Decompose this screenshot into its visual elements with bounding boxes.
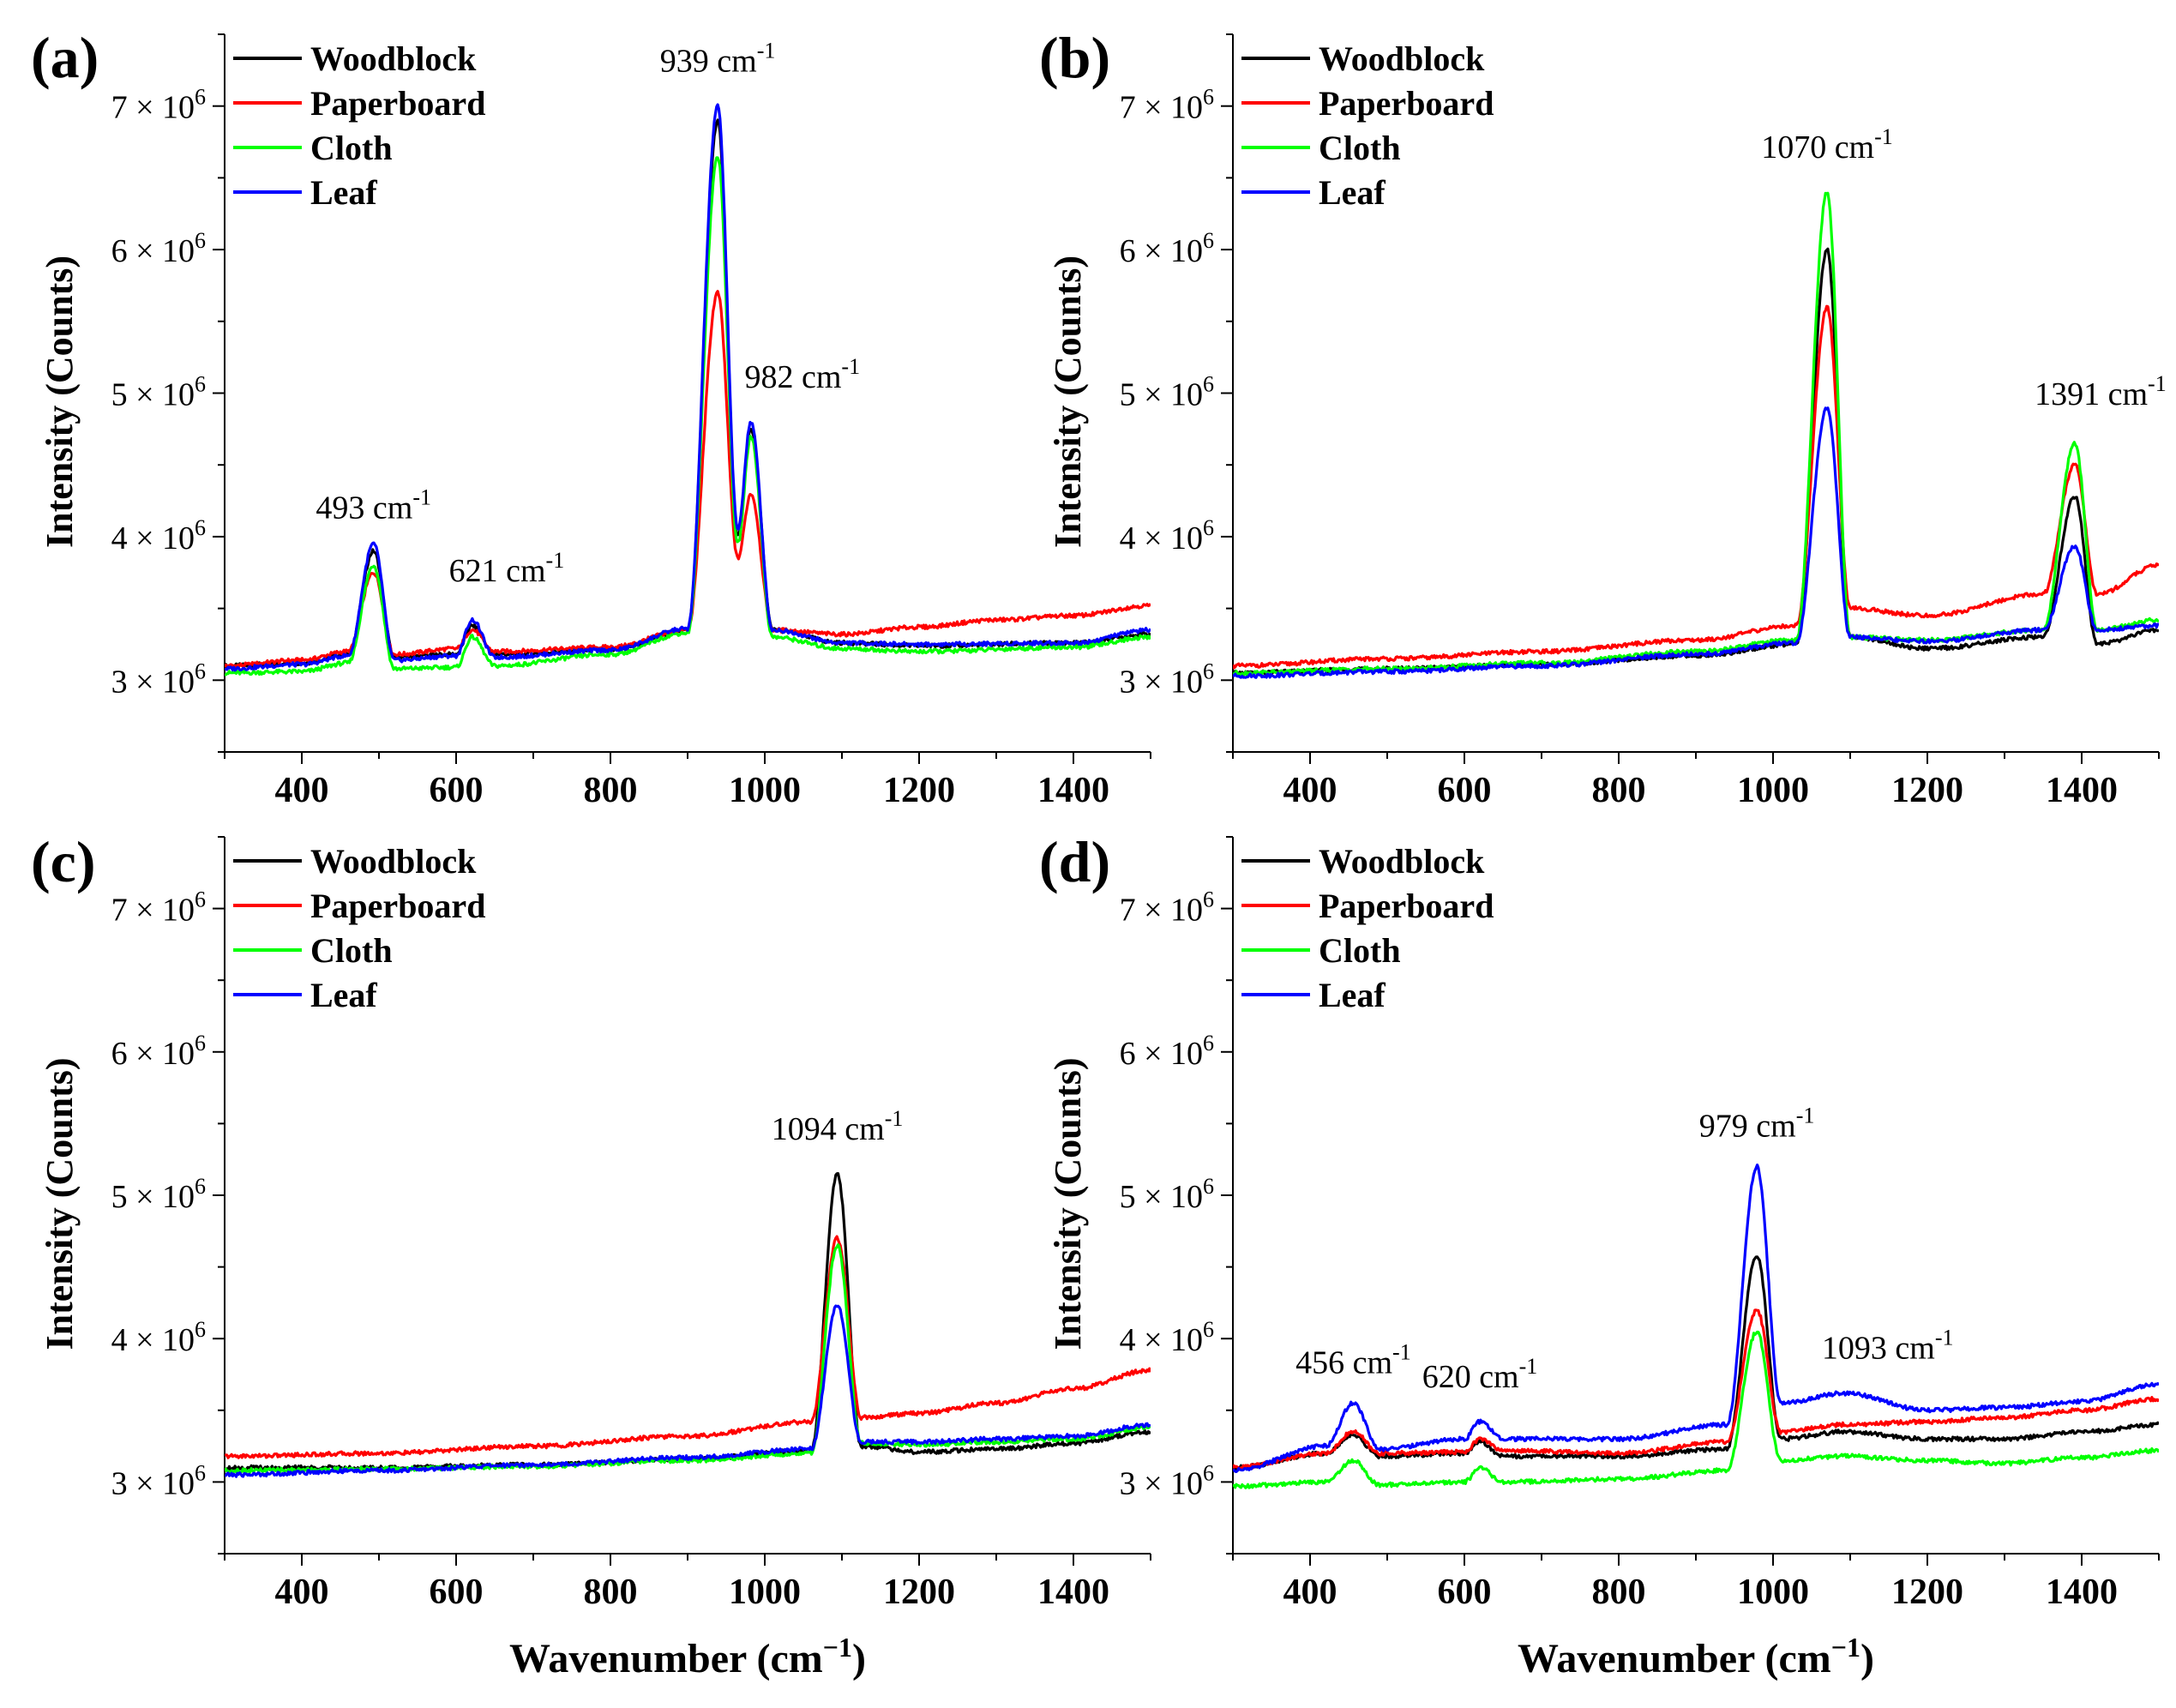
series-line-paperboard — [1233, 1308, 2159, 1471]
y-tick-label: 4 × 106 — [111, 1317, 206, 1358]
y-tick-label: 6 × 106 — [111, 228, 206, 269]
x-tick-label: 1400 — [2046, 1573, 2118, 1612]
x-tick-label: 800 — [1592, 1573, 1646, 1612]
y-tick-label: 6 × 106 — [1120, 228, 1214, 269]
y-tick-label: 7 × 106 — [1120, 85, 1214, 126]
peak-annotation: 493 cm-1 — [316, 484, 431, 526]
peak-annotation: 621 cm-1 — [449, 548, 565, 589]
y-tick-label: 3 × 106 — [1120, 659, 1214, 700]
legend-label-cloth: Cloth — [310, 931, 393, 970]
series-line-paperboard — [225, 290, 1151, 669]
peak-annotation: 456 cm-1 — [1295, 1339, 1411, 1380]
y-tick-label: 7 × 106 — [111, 887, 206, 929]
x-tick-label: 1000 — [729, 1573, 801, 1612]
series-line-leaf — [225, 1304, 1151, 1478]
legend-label-paperboard: Paperboard — [1319, 84, 1494, 123]
panel-label: (b) — [1039, 25, 1110, 90]
series-line-leaf — [225, 103, 1151, 672]
legend-label-cloth: Cloth — [310, 129, 393, 167]
x-tick-label: 1400 — [1037, 771, 1109, 810]
series-line-paperboard — [1233, 304, 2159, 670]
x-tick-label: 1200 — [1891, 771, 1963, 810]
series-line-woodblock — [1233, 247, 2159, 677]
peak-annotation: 982 cm-1 — [744, 354, 860, 395]
x-tick-label: 600 — [430, 1573, 484, 1612]
y-tick-label: 3 × 106 — [1120, 1460, 1214, 1501]
y-tick-label: 3 × 106 — [111, 659, 206, 700]
y-tick-label: 3 × 106 — [111, 1460, 206, 1501]
x-tick-label: 400 — [275, 1573, 329, 1612]
x-tick-label: 400 — [275, 771, 329, 810]
x-tick-label: 800 — [584, 1573, 638, 1612]
series-line-cloth — [225, 156, 1151, 677]
x-tick-label: 1400 — [1037, 1573, 1109, 1612]
y-tick-label: 6 × 106 — [111, 1031, 206, 1072]
x-axis-label: Wavenumber (cm−1) — [1518, 1632, 1874, 1681]
legend-label-paperboard: Paperboard — [1319, 887, 1494, 925]
y-axis-label: Intensity (Counts) — [1047, 1057, 1089, 1350]
y-tick-label: 5 × 106 — [111, 1174, 206, 1215]
panel-d: 400 600 800 1000 1200 1400 3 × 106 4 × 106 5 × 1… — [1039, 829, 2160, 1681]
panel-a: 400 600 800 1000 1200 1400 3 × 106 4 × 106 5 × 1… — [31, 25, 1151, 810]
peak-annotation: 1070 cm-1 — [1761, 124, 1893, 165]
peak-annotation: 979 cm-1 — [1699, 1104, 1815, 1145]
panel-b: 400 600 800 1000 1200 1400 3 × 106 4 × 106 5 × 1… — [1039, 25, 2167, 810]
series-line-woodblock — [225, 1172, 1151, 1471]
x-tick-label: 400 — [1283, 1573, 1337, 1612]
legend-label-cloth: Cloth — [1319, 129, 1401, 167]
y-axis-label: Intensity (Counts) — [39, 1057, 81, 1350]
panel-c: 400 600 800 1000 1200 1400 3 × 106 4 × 106 5 × 1… — [31, 829, 1151, 1681]
legend-label-woodblock: Woodblock — [1319, 842, 1485, 881]
legend-label-paperboard: Paperboard — [310, 84, 485, 123]
peak-annotation: 939 cm-1 — [660, 39, 776, 80]
x-tick-label: 1200 — [1891, 1573, 1963, 1612]
series-line-cloth — [1233, 1330, 2159, 1489]
series-line-leaf — [1233, 406, 2159, 679]
legend-label-paperboard: Paperboard — [310, 887, 485, 925]
peak-annotation: 1093 cm-1 — [1822, 1326, 1954, 1367]
legend-label-woodblock: Woodblock — [1319, 39, 1485, 78]
y-tick-label: 4 × 106 — [1120, 515, 1214, 556]
legend-label-leaf: Leaf — [310, 976, 377, 1014]
x-axis-label: Wavenumber (cm−1) — [509, 1632, 866, 1681]
x-tick-label: 1200 — [883, 1573, 955, 1612]
peak-annotation: 620 cm-1 — [1422, 1354, 1538, 1395]
x-tick-label: 600 — [1438, 771, 1492, 810]
y-axis-label: Intensity (Counts) — [39, 256, 81, 548]
x-tick-label: 800 — [1592, 771, 1646, 810]
x-tick-label: 600 — [1438, 1573, 1492, 1612]
legend-label-woodblock: Woodblock — [310, 39, 477, 78]
panel-label: (d) — [1039, 829, 1110, 894]
x-tick-label: 600 — [430, 771, 484, 810]
x-tick-label: 1400 — [2046, 771, 2118, 810]
y-tick-label: 7 × 106 — [1120, 887, 1214, 929]
peak-annotation: 1094 cm-1 — [772, 1106, 904, 1147]
panel-label: (c) — [31, 829, 95, 894]
y-tick-label: 5 × 106 — [111, 372, 206, 413]
x-tick-label: 1000 — [729, 771, 801, 810]
series-line-cloth — [1233, 191, 2159, 677]
x-tick-label: 1000 — [1737, 771, 1809, 810]
y-tick-label: 7 × 106 — [111, 85, 206, 126]
y-axis-label: Intensity (Counts) — [1047, 256, 1089, 548]
panel-label: (a) — [31, 25, 99, 90]
x-tick-label: 1000 — [1737, 1573, 1809, 1612]
x-tick-label: 400 — [1283, 771, 1337, 810]
legend-label-leaf: Leaf — [1319, 976, 1386, 1014]
series-line-leaf — [1233, 1164, 2159, 1473]
y-tick-label: 6 × 106 — [1120, 1031, 1214, 1072]
legend-label-cloth: Cloth — [1319, 931, 1401, 970]
y-tick-label: 5 × 106 — [1120, 1174, 1214, 1215]
y-tick-label: 4 × 106 — [1120, 1317, 1214, 1358]
series-line-paperboard — [225, 1235, 1151, 1459]
x-tick-label: 800 — [584, 771, 638, 810]
peak-annotation: 1391 cm-1 — [2035, 371, 2167, 412]
x-tick-label: 1200 — [883, 771, 955, 810]
y-tick-label: 4 × 106 — [111, 515, 206, 556]
legend-label-leaf: Leaf — [310, 173, 377, 212]
legend-label-leaf: Leaf — [1319, 173, 1386, 212]
y-tick-label: 5 × 106 — [1120, 372, 1214, 413]
legend-label-woodblock: Woodblock — [310, 842, 477, 881]
